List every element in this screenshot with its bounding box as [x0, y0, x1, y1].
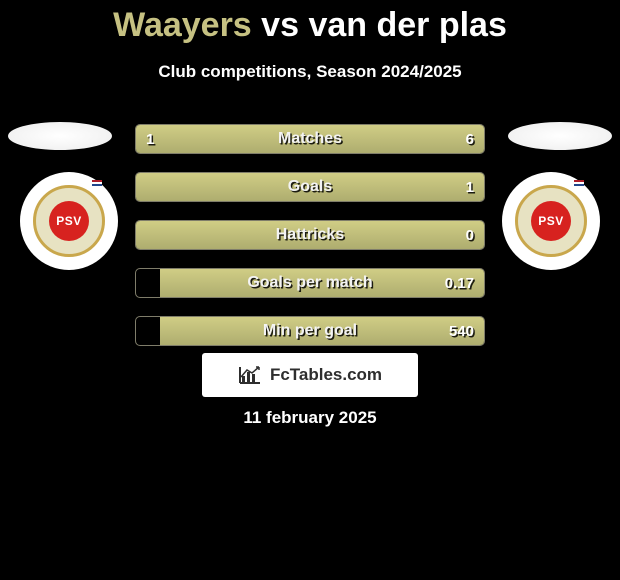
comparison-bars: 1Matches6Goals1Hattricks0Goals per match…: [135, 124, 485, 364]
stat-value-right: 0.17: [445, 269, 474, 297]
club-badge-right[interactable]: PSV: [502, 172, 600, 270]
player-b-silhouette: [508, 122, 612, 150]
stat-label: Min per goal: [136, 317, 484, 345]
fctables-brand[interactable]: FcTables.com: [202, 353, 418, 397]
stat-value-right: 0: [466, 221, 474, 249]
player-a-silhouette: [8, 122, 112, 150]
stat-value-right: 6: [466, 125, 474, 153]
club-crest-right: PSV: [515, 185, 587, 257]
stat-bar: Goals1: [135, 172, 485, 202]
title-vs: vs: [261, 6, 299, 44]
club-badge-left[interactable]: PSV: [20, 172, 118, 270]
stat-value-right: 540: [449, 317, 474, 345]
stat-label: Matches: [136, 125, 484, 153]
page-title: Waayers vs van der plas: [0, 6, 620, 45]
stat-bar: Goals per match0.17: [135, 268, 485, 298]
chart-icon: [238, 365, 262, 385]
stat-label: Goals: [136, 173, 484, 201]
stat-bar: Hattricks0: [135, 220, 485, 250]
player-b-name: van der plas: [308, 6, 506, 44]
snapshot-date: 11 february 2025: [0, 408, 620, 428]
club-crest-left: PSV: [33, 185, 105, 257]
stat-label: Hattricks: [136, 221, 484, 249]
flag-icon-left: [92, 180, 102, 186]
club-abbrev-left: PSV: [49, 201, 89, 241]
player-a-name: Waayers: [113, 6, 252, 44]
club-abbrev-right: PSV: [531, 201, 571, 241]
stat-label: Goals per match: [136, 269, 484, 297]
stat-bar: 1Matches6: [135, 124, 485, 154]
brand-text: FcTables.com: [270, 365, 382, 385]
stat-bar: Min per goal540: [135, 316, 485, 346]
stat-value-right: 1: [466, 173, 474, 201]
competition-subtitle: Club competitions, Season 2024/2025: [0, 62, 620, 82]
flag-icon-right: [574, 180, 584, 186]
